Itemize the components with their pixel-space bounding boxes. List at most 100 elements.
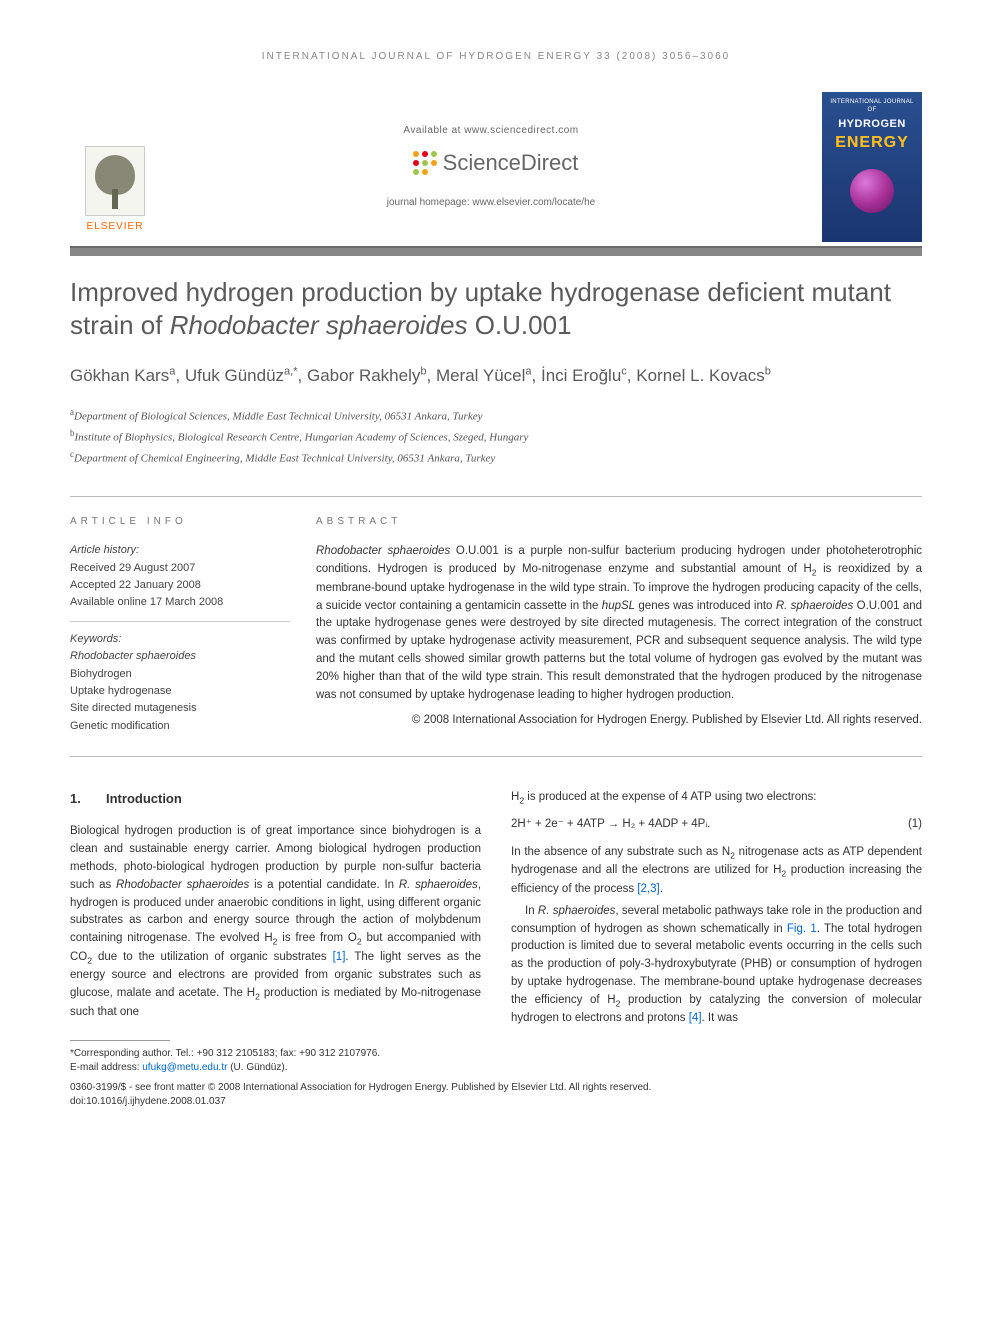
c2-3a: In [525,905,538,917]
available-at-text: Available at www.sciencedirect.com [403,124,578,138]
ref-4-link[interactable]: [4] [689,1012,702,1024]
author: Kornel L. Kovacsb [636,366,771,385]
fig-1-link[interactable]: Fig. 1 [787,923,817,935]
c2-2d: . [660,883,663,895]
cover-small-title: INTERNATIONAL JOURNAL OF [828,98,916,115]
title-bar [70,246,922,256]
abstract-species-1: Rhodobacter sphaeroides [316,545,450,557]
corr-author-line: *Corresponding author. Tel.: +90 312 210… [70,1047,481,1061]
keyword: Site directed mutagenesis [70,701,290,716]
section-1-number: 1. [70,789,106,809]
author: Gökhan Karsa [70,366,175,385]
author-list: Gökhan Karsa, Ufuk Gündüza,*, Gabor Rakh… [70,363,922,389]
journal-cover-thumbnail: INTERNATIONAL JOURNAL OF HYDROGEN ENERGY [822,92,922,242]
col2-p1: H2 is produced at the expense of 4 ATP u… [511,789,922,808]
sciencedirect-logo: ScienceDirect [404,148,579,179]
c1-c: is a potential candidate. In [249,879,399,891]
email-label: E-mail address: [70,1062,142,1073]
front-matter-line: 0360-3199/$ - see front matter © 2008 In… [70,1081,922,1095]
email-line: E-mail address: ufukg@metu.edu.tr (U. Gü… [70,1061,481,1075]
title-part-b: O.U.001 [467,310,571,340]
doi-line: doi:10.1016/j.ijhydene.2008.01.037 [70,1095,922,1109]
elsevier-wordmark: ELSEVIER [87,220,144,234]
cover-orb-icon [850,169,894,213]
c1-f: is free from O [277,932,356,944]
affiliation: aDepartment of Biological Sciences, Midd… [70,405,922,426]
c1-species-2: R. sphaeroides [399,879,478,891]
corresponding-author-footnote: *Corresponding author. Tel.: +90 312 210… [70,1047,481,1075]
keywords-label: Keywords: [70,632,290,647]
accepted-line: Accepted 22 January 2008 [70,578,290,593]
sd-dot-icon [431,160,437,166]
keyword: Genetic modification [70,719,290,734]
sd-dot-icon [431,151,437,157]
sciencedirect-text: ScienceDirect [443,148,579,179]
history-label: Article history: [70,543,290,558]
received-line: Received 29 August 2007 [70,561,290,576]
c2-2a: In the absence of any substrate such as … [511,846,730,858]
column-right: H2 is produced at the expense of 4 ATP u… [511,789,922,1075]
running-header: INTERNATIONAL JOURNAL OF HYDROGEN ENERGY… [70,50,922,64]
article-info: ARTICLE INFO Article history: Received 2… [70,515,290,736]
keyword: Uptake hydrogenase [70,684,290,699]
intro-paragraph: Biological hydrogen production is of gre… [70,823,481,1021]
sd-dot-icon [422,151,428,157]
email-link[interactable]: ufukg@metu.edu.tr [142,1062,227,1073]
abstract-seg-e: genes was introduced into [635,600,776,612]
online-line: Available online 17 March 2008 [70,595,290,610]
ref-1-link[interactable]: [1] [333,951,346,963]
title-species: Rhodobacter sphaeroides [170,310,468,340]
column-left: 1.Introduction Biological hydrogen produ… [70,789,481,1075]
abstract-species-2: R. sphaeroides [776,600,854,612]
c2-3f: . It was [702,1012,738,1024]
affiliation: cDepartment of Chemical Engineering, Mid… [70,447,922,468]
equation-1: 2H⁺ + 2e⁻ + 4ATP → H₂ + 4ADP + 4Pᵢ. (1) [511,816,922,834]
page-footer: 0360-3199/$ - see front matter © 2008 In… [70,1081,922,1109]
equation-1-expr: 2H⁺ + 2e⁻ + 4ATP → H₂ + 4ADP + 4Pᵢ. [511,816,710,834]
abstract: ABSTRACT Rhodobacter sphaeroides O.U.001… [316,515,922,736]
affiliation: bInstitute of Biophysics, Biological Res… [70,426,922,447]
body-columns: 1.Introduction Biological hydrogen produ… [70,789,922,1075]
author: İnci Eroğluc [541,366,627,385]
sd-dot-icon [422,169,428,175]
ref-23-link[interactable]: [2,3] [637,883,659,895]
journal-homepage-text: journal homepage: www.elsevier.com/locat… [387,196,595,210]
author: Gabor Rakhelyb [307,366,427,385]
c1-h: due to the utilization of organic substr… [92,951,333,963]
footnote-separator [70,1040,170,1041]
abstract-seg-g: O.U.001 and the uptake hydrogenase genes… [316,600,922,701]
email-name: (U. Gündüz). [227,1062,287,1073]
cover-energy-text: ENERGY [828,132,916,154]
affiliation-list: aDepartment of Biological Sciences, Midd… [70,405,922,469]
abstract-copyright: © 2008 International Association for Hyd… [316,712,922,730]
abstract-gene: hupSL [602,600,635,612]
equation-1-number: (1) [908,816,922,834]
section-1-heading: 1.Introduction [70,789,481,809]
author: Meral Yücela [436,366,532,385]
article-title: Improved hydrogen production by uptake h… [70,276,922,341]
elsevier-tree-icon [85,146,145,216]
article-info-heading: ARTICLE INFO [70,515,290,529]
info-divider [70,621,290,622]
masthead-center: Available at www.sciencedirect.com Scien… [160,92,822,242]
keyword: Rhodobacter sphaeroides [70,649,290,664]
c2-species: R. sphaeroides [538,905,615,917]
sd-dot-icon [413,160,419,166]
col2-p2: In the absence of any substrate such as … [511,844,922,899]
abstract-heading: ABSTRACT [316,515,922,529]
sciencedirect-dots-icon [404,151,437,175]
section-1-title: Introduction [106,791,182,806]
cover-hydrogen-text: HYDROGEN [828,117,916,132]
info-abstract-row: ARTICLE INFO Article history: Received 2… [70,496,922,757]
sd-dot-icon [422,160,428,166]
abstract-text: Rhodobacter sphaeroides O.U.001 is a pur… [316,543,922,704]
author: Ufuk Gündüza,* [185,366,298,385]
elsevier-logo: ELSEVIER [70,92,160,242]
c2-b: is produced at the expense of 4 ATP usin… [524,791,816,803]
keyword: Biohydrogen [70,667,290,682]
sd-dot-icon [413,169,419,175]
c1-species-1: Rhodobacter sphaeroides [116,879,249,891]
masthead: ELSEVIER Available at www.sciencedirect.… [70,92,922,242]
sd-dot-icon [413,151,419,157]
col2-p3: In R. sphaeroides, several metabolic pat… [511,903,922,1029]
